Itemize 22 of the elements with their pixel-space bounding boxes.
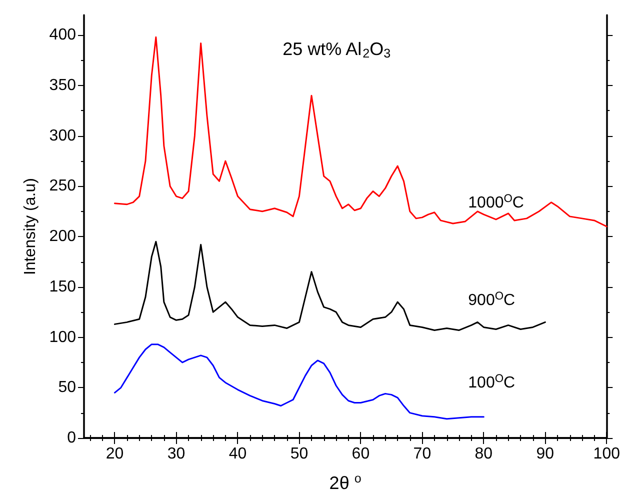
x-tick-label: 20 [106, 446, 124, 462]
y-axis-title: Intensity (a.u) [22, 178, 39, 275]
x-tick-label: 40 [228, 446, 247, 462]
x-axis-title: 2θ o [329, 472, 362, 493]
x-tick-label: 60 [352, 446, 370, 462]
y-tick-label: 200 [49, 228, 76, 246]
y-tick-label: 150 [49, 278, 76, 296]
x-tick-label: 90 [536, 446, 554, 462]
y-tick-label: 250 [49, 178, 76, 195]
y-tick-label: 350 [49, 77, 76, 94]
y-tick-label: 100 [49, 328, 76, 346]
x-tick-label: 50 [290, 446, 308, 462]
x-tick-label: 80 [474, 446, 493, 462]
line-series [114, 240, 546, 331]
y-tick-label: 400 [49, 26, 76, 44]
x-tick-label: 30 [167, 446, 186, 462]
x-tick-label: 70 [413, 446, 432, 462]
line-series [114, 36, 608, 228]
y-tick-label: 300 [49, 127, 76, 144]
y-tick-label: 0 [67, 430, 76, 446]
y-tick-label: 50 [58, 379, 76, 396]
x-tick-label: 100 [593, 446, 620, 462]
